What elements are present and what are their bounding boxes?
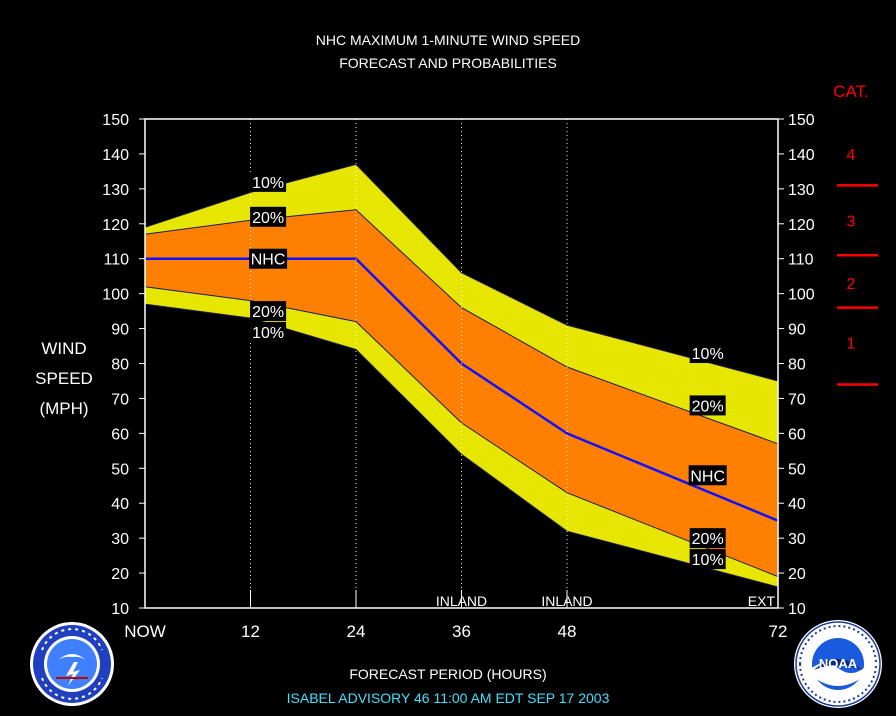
- band-label: NHC: [690, 468, 725, 485]
- band-label-box: [689, 343, 726, 364]
- y-tick-label-right: 140: [788, 147, 815, 164]
- x-inner-label: EXT: [748, 593, 776, 609]
- y-tick-label-right: 100: [788, 287, 815, 304]
- y-tick-label-right: 70: [788, 391, 806, 408]
- nws-logo: [30, 622, 114, 706]
- category-label: 2: [847, 276, 856, 293]
- y-tick-label-right: 130: [788, 182, 815, 199]
- band-label-box: [250, 301, 287, 322]
- y-tick-label-left: 20: [111, 566, 129, 583]
- series-line-lower-inner: [144, 286, 779, 578]
- series-line-upper-outer: [144, 163, 779, 382]
- x-axis-label: FORECAST PERIOD (HOURS): [349, 666, 546, 682]
- series-line-nhc-forecast: [145, 257, 779, 522]
- y-tick-label-left: 30: [111, 531, 129, 548]
- y-tick-label-right: 80: [788, 357, 806, 374]
- band-label-box: [250, 322, 287, 343]
- y-tick-label-left: 60: [111, 426, 129, 443]
- y-tick-label-right: 40: [788, 496, 806, 513]
- band-label: NHC: [251, 252, 286, 269]
- y-tick-label-left: 80: [111, 357, 129, 374]
- x-tick-label: 36: [452, 622, 471, 641]
- band-label: 10%: [252, 175, 284, 192]
- y-tick-label-left: 50: [111, 461, 129, 478]
- y-tick-label-right: 20: [788, 566, 806, 583]
- y-tick-label-left: 40: [111, 496, 129, 513]
- band-label-box: [250, 206, 287, 227]
- y-tick-label-left: 100: [102, 287, 129, 304]
- x-tick-label: 72: [769, 622, 788, 641]
- y-tick-label-left: 130: [102, 182, 129, 199]
- band-label-box: [689, 395, 726, 416]
- y-tick-label-right: 60: [788, 426, 806, 443]
- band-label: 20%: [252, 210, 284, 227]
- y-tick-label-right: 110: [788, 252, 814, 269]
- category-label: 1: [847, 336, 856, 353]
- y-tick-label-right: 10: [788, 601, 806, 618]
- y-axis-label-line-1: WIND: [41, 339, 86, 358]
- y-tick-label-left: 10: [111, 601, 129, 618]
- y-tick-label-left: 70: [111, 391, 129, 408]
- band-label-box: [688, 465, 727, 486]
- y-tick-label-right: 50: [788, 461, 806, 478]
- category-label: 4: [847, 147, 856, 164]
- band-label-box: [689, 528, 726, 549]
- band-label: 20%: [692, 531, 724, 548]
- plot-area: 10 10 20 20 30 30 40 40 50 50 60 60 70 70 80 80 90 90 100 1…: [102, 112, 878, 641]
- band-label: 20%: [692, 398, 724, 415]
- noaa-logo-text: NOAA: [819, 656, 858, 671]
- y-tick-label-right: 120: [788, 217, 815, 234]
- band-label-box: [250, 171, 287, 192]
- band-label: 10%: [692, 346, 724, 363]
- noaa-logo: NOAA: [794, 620, 882, 708]
- chart-title: NHC MAXIMUM 1-MINUTE WIND SPEED: [316, 32, 580, 48]
- x-tick-label: 48: [558, 622, 577, 641]
- y-tick-label-left: 120: [102, 217, 129, 234]
- inner-probability-band: [145, 209, 778, 577]
- advisory-footer: ISABEL ADVISORY 46 11:00 AM EDT SEP 17 2…: [287, 690, 610, 706]
- category-title: CAT.: [833, 82, 869, 101]
- series-line-lower-outer: [144, 303, 779, 588]
- x-inner-label: INLAND: [436, 593, 487, 609]
- band-label: 10%: [692, 552, 724, 569]
- y-axis-label-line-3: (MPH): [39, 399, 88, 418]
- series-line-upper-inner: [144, 209, 779, 445]
- x-tick-label: 12: [241, 622, 260, 641]
- y-tick-label-left: 140: [102, 147, 129, 164]
- x-inner-label: INLAND: [541, 593, 592, 609]
- band-label: 20%: [252, 304, 284, 321]
- x-tick-label: 24: [347, 622, 366, 641]
- y-tick-label-left: 110: [103, 252, 129, 269]
- chart-subtitle: FORECAST AND PROBABILITIES: [339, 55, 557, 71]
- y-tick-label-right: 90: [788, 322, 806, 339]
- y-tick-label-right: 30: [788, 531, 806, 548]
- y-tick-label-right: 150: [788, 112, 815, 129]
- band-label: 10%: [252, 325, 284, 342]
- x-tick-label: NOW: [124, 622, 166, 641]
- category-label: 3: [847, 213, 856, 230]
- y-tick-label-left: 90: [111, 322, 129, 339]
- band-label-box: [249, 248, 288, 269]
- y-axis-label-line-2: SPEED: [35, 369, 93, 388]
- y-tick-label-left: 150: [102, 112, 129, 129]
- band-label-box: [689, 549, 726, 570]
